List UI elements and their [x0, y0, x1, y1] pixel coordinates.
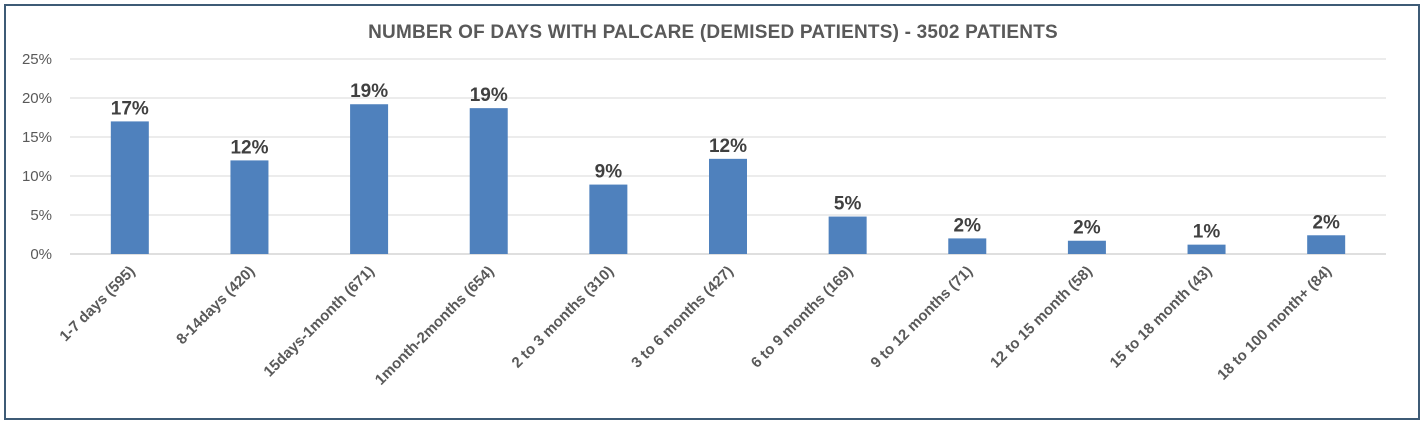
bar: [1067, 240, 1106, 254]
chart-title: NUMBER OF DAYS WITH PALCARE (DEMISED PAT…: [368, 22, 1058, 43]
x-tick-label: 1-7 days (595): [56, 263, 138, 345]
y-tick-label: 5%: [30, 207, 52, 224]
data-label: 2%: [1073, 218, 1101, 239]
x-tick-label: 3 to 6 months (427): [628, 263, 737, 372]
bar: [589, 184, 628, 254]
x-tick-label: 8-14days (420): [173, 263, 258, 348]
y-tick-label: 0%: [30, 246, 52, 263]
x-tick-label: 6 to 9 months (169): [748, 263, 857, 372]
y-tick-label: 20%: [22, 90, 52, 107]
bar: [469, 108, 508, 254]
x-tick-label: 15days-1month (671): [260, 263, 378, 381]
x-tick-label: 1month-2months (654): [372, 263, 498, 389]
y-tick-label: 25%: [22, 51, 52, 68]
data-label: 19%: [350, 81, 388, 102]
data-label: 17%: [111, 98, 149, 119]
data-label: 12%: [709, 136, 747, 157]
data-label: 12%: [230, 137, 268, 158]
x-tick-label: 18 to 100 month+ (84): [1214, 263, 1335, 384]
x-tick-label: 15 to 18 month (43): [1107, 263, 1216, 372]
y-tick-label: 15%: [22, 129, 52, 146]
data-label: 2%: [1312, 212, 1340, 233]
bar: [828, 216, 867, 254]
bar: [1307, 235, 1346, 254]
bar: [709, 158, 747, 254]
bar: [230, 160, 269, 254]
data-label: 2%: [954, 215, 982, 236]
x-tick-label: 12 to 15 month (58): [987, 263, 1096, 372]
data-label: 1%: [1193, 222, 1221, 243]
x-tick-label: 9 to 12 months (71): [867, 263, 976, 372]
bar: [948, 238, 987, 254]
x-axis-ticks: 1-7 days (595) 8-14days (420) 15days-1mont…: [56, 263, 1335, 389]
data-label: 19%: [470, 85, 508, 106]
bars: [110, 104, 1346, 255]
x-tick-label: 2 to 3 months (310): [509, 263, 618, 372]
data-labels: 17% 12% 19% 19% 9% 12% 5% 2% 2% 1% 2%: [111, 81, 1340, 242]
bar: [350, 104, 389, 255]
y-tick-label: 10%: [22, 168, 52, 185]
bar: [1187, 244, 1226, 254]
data-label: 5%: [834, 194, 862, 215]
bar: [110, 121, 149, 255]
data-label: 9%: [595, 162, 623, 183]
y-axis-ticks: 0% 5% 10% 15% 20% 25%: [22, 51, 52, 263]
